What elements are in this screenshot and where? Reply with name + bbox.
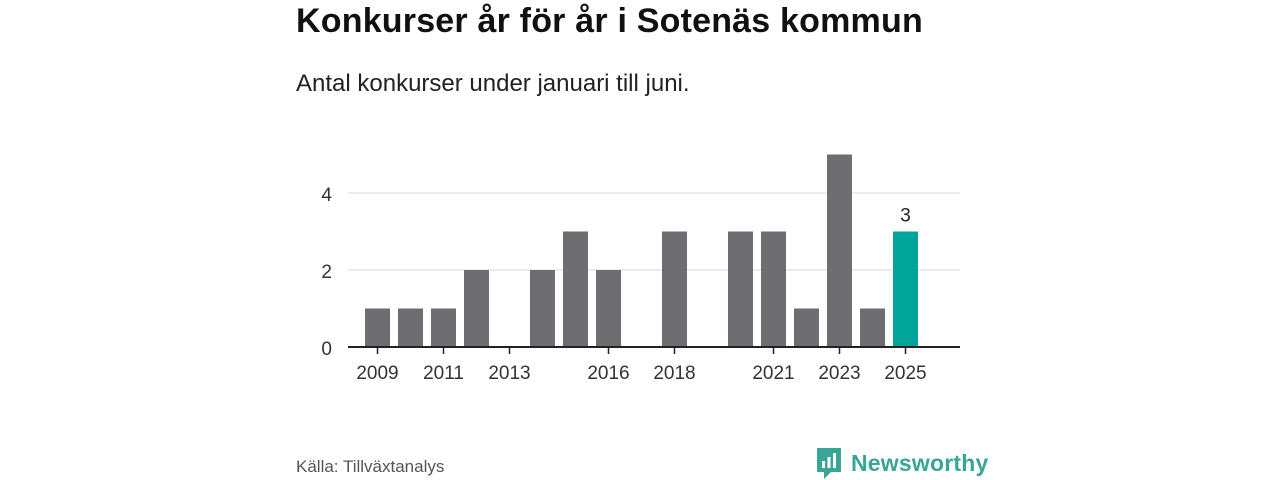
bar-2018 (662, 231, 687, 347)
x-tick-label: 2023 (818, 363, 860, 384)
brand-logo: Newsworthy (815, 446, 988, 480)
bar-2016 (596, 270, 621, 347)
bar-2021 (761, 231, 786, 347)
x-tick-label: 2025 (884, 363, 926, 384)
x-tick-label: 2016 (587, 363, 629, 384)
bar-2025 (893, 231, 918, 347)
bar-2020 (728, 231, 753, 347)
x-tick-label: 2013 (488, 363, 530, 384)
chart-subtitle: Antal konkurser under januari till juni. (296, 70, 690, 97)
data-label-2025: 3 (900, 206, 911, 227)
x-tick-label: 2018 (653, 363, 695, 384)
source-note: Källa: Tillväxtanalys (296, 457, 445, 476)
bar-2012 (464, 270, 489, 347)
bar-2009 (365, 308, 390, 347)
bar-2010 (398, 308, 423, 347)
bar-2014 (530, 270, 555, 347)
chart-title: Konkurser år för år i Sotenäs kommun (296, 2, 923, 40)
bar-2024 (860, 308, 885, 347)
y-tick-label: 0 (321, 339, 332, 360)
bar-2023 (827, 154, 852, 347)
bar-2011 (431, 308, 456, 347)
bar-2022 (794, 308, 819, 347)
bar-2015 (563, 231, 588, 347)
y-tick-label: 2 (321, 262, 332, 283)
x-tick-label: 2009 (356, 363, 398, 384)
newsworthy-logo-icon (817, 448, 841, 479)
brand-name: Newsworthy (851, 449, 989, 476)
x-tick-label: 2021 (752, 363, 794, 384)
x-tick-label: 2011 (423, 363, 464, 384)
y-tick-label: 4 (321, 185, 332, 206)
